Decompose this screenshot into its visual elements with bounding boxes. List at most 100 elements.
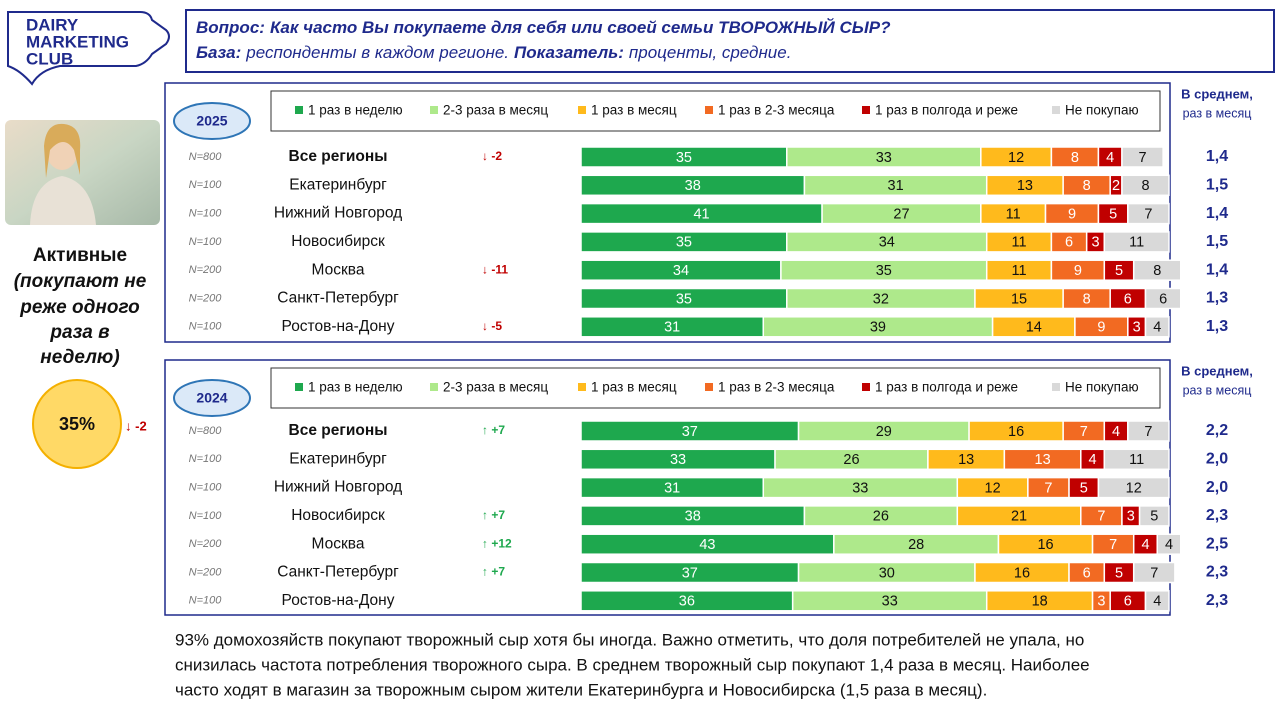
- change-label: ↓ -2: [482, 149, 502, 163]
- bar-value-label: 37: [682, 565, 698, 581]
- charts: 2025 1 раз в неделю 2-3 раза в месяц 1 раз …: [164, 82, 1253, 616]
- bar-value-label: 5: [1080, 480, 1088, 496]
- average-value: 1,4: [1206, 261, 1228, 278]
- bar-segment: [1121, 174, 1170, 197]
- bar-value-label: 26: [843, 452, 859, 468]
- bar-segment: [1103, 231, 1170, 253]
- legend-swatch: [578, 383, 586, 391]
- legend-label: 1 раз в неделю: [308, 103, 403, 118]
- legend-swatch: [705, 383, 713, 391]
- region-label: Ростов-на-Дону: [282, 318, 395, 335]
- bar-value-label: 18: [1032, 594, 1048, 610]
- legend-label: 1 раз в 2-3 месяца: [718, 380, 835, 395]
- legend-label: 2-3 раза в месяц: [443, 380, 548, 395]
- average-value: 2,3: [1206, 507, 1228, 524]
- average-value: 2,5: [1206, 535, 1228, 552]
- photo: [5, 120, 160, 225]
- legend-label: 1 раз в месяц: [591, 380, 677, 395]
- sample-size: N=200: [189, 566, 223, 578]
- bar-value-label: 13: [1035, 452, 1051, 468]
- bar-value-label: 9: [1068, 206, 1076, 222]
- logo-text: CLUB: [26, 49, 73, 68]
- logo-text: DAIRY: [26, 15, 79, 34]
- bar-value-label: 12: [985, 480, 1001, 496]
- bar-value-label: 8: [1083, 178, 1091, 194]
- footer-line: часто ходят в магазин за творожным сыром…: [175, 680, 987, 699]
- average-value: 2,0: [1206, 451, 1228, 468]
- average-value: 2,3: [1206, 564, 1228, 581]
- bar-segment: [1144, 287, 1182, 310]
- share-change: ↓ -2: [125, 418, 147, 433]
- bar-value-label: 38: [685, 509, 701, 525]
- legend-swatch: [578, 106, 586, 114]
- sample-size: N=100: [189, 208, 223, 220]
- bar-value-label: 11: [1129, 452, 1144, 468]
- share-value: 35%: [59, 414, 95, 434]
- region-label: Нижний Новгород: [274, 479, 402, 496]
- metric-text: проценты, средние.: [629, 43, 792, 62]
- sample-size: N=200: [189, 292, 223, 304]
- bar-value-label: 37: [682, 424, 698, 440]
- region-label: Москва: [312, 535, 365, 552]
- average-value: 2,0: [1206, 479, 1228, 496]
- bar-segment: [1127, 420, 1170, 442]
- legend-swatch: [1052, 383, 1060, 391]
- bar-value-label: 7: [1097, 509, 1105, 525]
- sidebar-title: Активные: [33, 245, 127, 266]
- bar-value-label: 35: [676, 150, 692, 166]
- bar-value-label: 16: [1037, 537, 1053, 553]
- sidebar-line: (покупают не: [14, 271, 147, 292]
- bar-value-label: 6: [1159, 291, 1167, 307]
- bar-value-label: 6: [1065, 235, 1073, 251]
- average-value: 2,2: [1206, 422, 1228, 439]
- year-label: 2024: [196, 390, 227, 406]
- bar-value-label: 16: [1008, 424, 1024, 440]
- question-label: Вопрос:: [196, 18, 265, 37]
- bar-value-label: 33: [882, 594, 898, 610]
- bar-value-label: 43: [699, 537, 715, 553]
- share-circle: [32, 379, 122, 469]
- bar-value-label: 34: [879, 235, 895, 251]
- bar-value-label: 11: [1129, 235, 1144, 251]
- change-label: ↑ +7: [482, 565, 505, 579]
- change-label: ↑ +7: [482, 508, 505, 522]
- bar-value-label: 7: [1109, 537, 1117, 553]
- bar-value-label: 4: [1106, 150, 1114, 166]
- bar-value-label: 3: [1127, 509, 1135, 525]
- bar-value-label: 33: [670, 452, 686, 468]
- region-label: Санкт-Петербург: [277, 564, 399, 581]
- sample-size: N=800: [189, 425, 223, 437]
- bar-value-label: 6: [1124, 291, 1132, 307]
- legend-swatch: [295, 106, 303, 114]
- legend-label: 1 раз в 2-3 месяца: [718, 103, 835, 118]
- bar-segment: [1121, 146, 1164, 168]
- bar-value-label: 11: [1012, 235, 1027, 251]
- bar-value-label: 15: [1011, 291, 1027, 307]
- sample-size: N=100: [189, 510, 223, 522]
- year-badge: [173, 102, 251, 140]
- bar-value-label: 21: [1011, 509, 1027, 525]
- base: База: респонденты в каждом регионе. Показа…: [196, 43, 791, 62]
- bar-value-label: 16: [1014, 565, 1030, 581]
- bar-segment: [1127, 202, 1170, 225]
- bar-value-label: 41: [693, 206, 709, 222]
- bar-value-label: 31: [888, 178, 904, 194]
- region-label: Все регионы: [289, 422, 388, 439]
- bar-value-label: 32: [873, 291, 889, 307]
- bar-value-label: 13: [958, 452, 974, 468]
- bar-value-label: 4: [1165, 537, 1173, 553]
- bar-value-label: 4: [1153, 594, 1161, 610]
- sample-size: N=200: [189, 538, 223, 550]
- average-title: В среднем,: [1181, 86, 1253, 101]
- legend-swatch: [430, 106, 438, 114]
- change-label: ↓ -11: [482, 262, 508, 276]
- bar-value-label: 31: [664, 320, 680, 336]
- bar-value-label: 33: [876, 150, 892, 166]
- bar-segment: [1132, 259, 1182, 281]
- bar-value-label: 3: [1097, 594, 1105, 610]
- bar-value-label: 8: [1071, 150, 1079, 166]
- footer-line: снизилась частота потребления творожного…: [175, 655, 1090, 674]
- average-value: 1,4: [1206, 205, 1228, 222]
- question: Вопрос: Как часто Вы покупаете для себя и…: [196, 17, 891, 37]
